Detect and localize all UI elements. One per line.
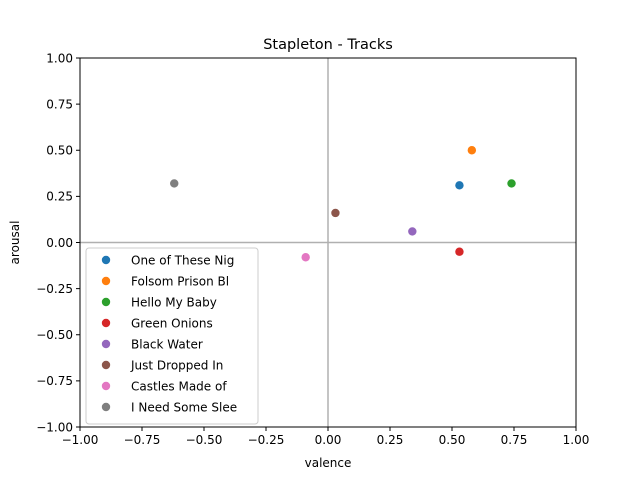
y-tick-label: 1.00 (46, 51, 73, 65)
x-tick-label: −1.00 (62, 433, 99, 447)
zero-lines (80, 58, 576, 427)
x-tick-label: −0.50 (186, 433, 223, 447)
x-tick-label: −0.75 (124, 433, 161, 447)
legend-label: Black Water (131, 337, 203, 351)
legend-label: Just Dropped In (130, 358, 223, 372)
legend-marker (101, 360, 111, 370)
legend-label: One of These Nig (131, 253, 234, 267)
legend-label: Castles Made of (131, 379, 227, 393)
legend-label: Green Onions (131, 316, 213, 330)
y-tick-label: 0.75 (46, 97, 73, 111)
x-tick-label: 0.25 (377, 433, 404, 447)
x-tick-label: 0.50 (439, 433, 466, 447)
legend-marker (101, 276, 111, 286)
x-tick-label: −0.25 (248, 433, 285, 447)
legend: One of These Nig Folsom Prison Bl Hello My… (85, 247, 259, 425)
data-point (408, 227, 417, 236)
y-tick-label: −0.25 (36, 282, 73, 296)
x-axis-label: valence (305, 456, 352, 470)
data-point (467, 146, 477, 155)
legend-label: Folsom Prison Bl (131, 274, 229, 288)
data-points (170, 146, 516, 262)
legend-marker (101, 297, 111, 307)
x-axis-ticks: −1.00 −0.75 −0.50 −0.25 0.00 0.25 0.50 0.75 1.00 (62, 427, 590, 447)
y-tick-label: −1.00 (36, 420, 73, 434)
data-point (455, 247, 464, 256)
y-tick-label: −0.75 (36, 374, 73, 388)
legend-label: I Need Some Slee (131, 400, 237, 414)
data-point (301, 253, 310, 262)
legend-box (85, 247, 259, 425)
x-tick-label: 0.75 (501, 433, 528, 447)
legend-marker (101, 339, 111, 349)
y-tick-label: 0.25 (46, 190, 73, 204)
y-axis-label: arousal (8, 221, 22, 265)
x-tick-label: 0.00 (315, 433, 342, 447)
x-tick-label: 1.00 (563, 433, 590, 447)
y-axis-ticks: −1.00 −0.75 −0.50 −0.25 0.00 0.25 0.50 0.75 1.00 (36, 51, 80, 434)
legend-marker (101, 318, 111, 328)
legend-marker (101, 402, 111, 412)
legend-label: Hello My Baby (131, 295, 217, 309)
data-point (455, 181, 464, 190)
legend-marker (101, 381, 111, 391)
y-tick-label: 0.50 (46, 144, 73, 158)
legend-marker (101, 255, 111, 265)
data-point (331, 208, 340, 218)
y-tick-label: 0.00 (46, 236, 73, 250)
data-point (170, 179, 179, 188)
data-point (507, 179, 516, 188)
y-tick-label: −0.50 (36, 328, 73, 342)
chart-title: Stapleton - Tracks (263, 37, 393, 53)
